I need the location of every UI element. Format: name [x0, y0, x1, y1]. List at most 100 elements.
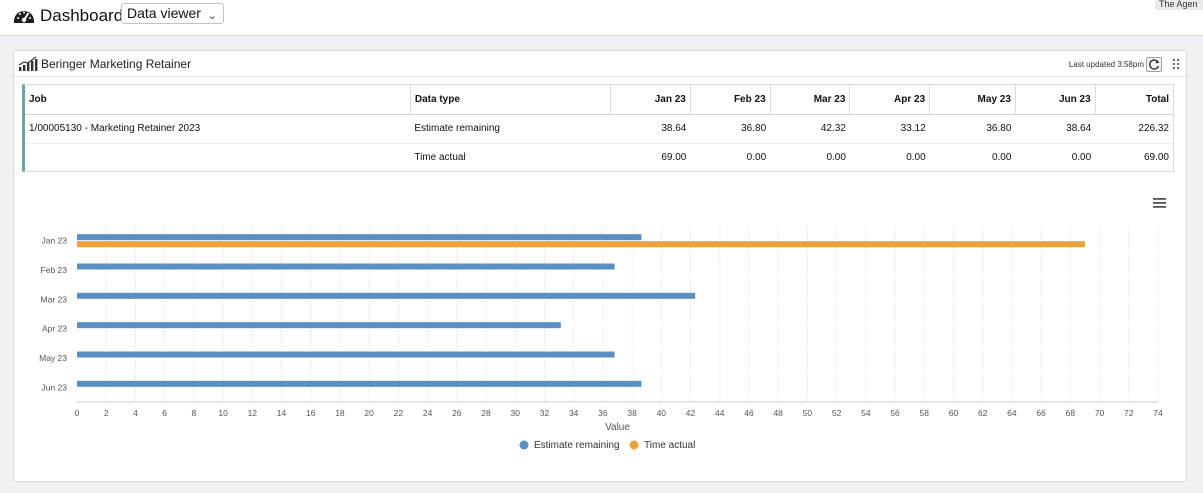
x-tick-label: 74 — [1153, 408, 1163, 418]
column-header[interactable]: Job — [25, 85, 411, 115]
x-tick-label: 40 — [657, 408, 667, 418]
y-category-label: Jun 23 — [41, 382, 67, 392]
column-header[interactable]: Jan 23 — [610, 85, 691, 115]
x-tick-label: 50 — [803, 408, 813, 418]
bar-estimate-remaining[interactable] — [77, 234, 642, 241]
x-tick-label: 70 — [1095, 408, 1105, 418]
bar-estimate-remaining[interactable] — [77, 322, 561, 329]
x-tick-label: 56 — [890, 408, 900, 418]
column-header[interactable]: Data type — [410, 85, 612, 115]
legend-marker[interactable] — [519, 440, 529, 450]
x-tick-label: 30 — [511, 408, 521, 418]
table-cell: 33.12 — [900, 123, 926, 134]
x-tick-label: 2 — [104, 408, 109, 418]
table-cell: 0.00 — [1015, 142, 1096, 172]
x-tick-label: 34 — [569, 408, 579, 418]
x-tick-label: 32 — [540, 408, 550, 418]
x-tick-label: 4 — [133, 408, 138, 418]
table-cell: 1/00005130 - Marketing Retainer 2023 — [29, 123, 201, 134]
legend-item[interactable]: Time actual — [644, 440, 695, 451]
x-tick-label: 12 — [248, 408, 258, 418]
legend-marker[interactable] — [629, 440, 639, 450]
x-tick-label: 52 — [832, 408, 842, 418]
chart-menu-icon[interactable] — [1153, 198, 1166, 208]
x-axis-title: Value — [605, 422, 630, 433]
table-cell: 226.32 — [1138, 123, 1169, 134]
table-header-row: Job Data type Jan 23 Feb 23 Mar 23 Apr 2… — [25, 85, 1173, 115]
table-cell — [25, 142, 411, 172]
x-tick-label: 36 — [598, 408, 608, 418]
x-tick-label: 54 — [861, 408, 871, 418]
bar-chart-trend-icon — [18, 56, 38, 71]
x-tick-label: 44 — [715, 408, 725, 418]
x-tick-label: 0 — [75, 408, 80, 418]
x-tick-label: 8 — [191, 408, 196, 418]
table-row: Time actual 69.00 0.00 0.00 0.00 0.00 0.… — [25, 142, 1173, 172]
refresh-button[interactable] — [1146, 57, 1162, 72]
x-tick-label: 24 — [423, 408, 433, 418]
report-panel: Beringer Marketing Retainer Last updated… — [13, 50, 1187, 482]
x-tick-label: 46 — [744, 408, 754, 418]
bar-estimate-remaining[interactable] — [77, 292, 696, 299]
x-tick-label: 42 — [686, 408, 696, 418]
chevron-down-icon: ⌄ — [207, 10, 217, 22]
x-tick-label: 10 — [218, 408, 228, 418]
drag-handle-icon[interactable] — [1172, 58, 1180, 70]
top-bar: Dashboard Data viewer ⌄ The Agen — [0, 0, 1203, 36]
x-tick-label: 28 — [481, 408, 491, 418]
data-viewer-label: Data viewer — [127, 5, 201, 21]
y-category-label: May 23 — [39, 353, 67, 363]
bar-chart: 0 2 4 6 8 10 12 14 16 18 20 22 24 26 28 30 32 34 36 38 40 42 4… — [39, 226, 1163, 451]
bar-estimate-remaining[interactable] — [77, 380, 642, 387]
table-cell: 69.00 — [610, 142, 691, 172]
table-cell: 0.00 — [849, 142, 930, 172]
x-tick-label: 18 — [335, 408, 345, 418]
x-tick-label: 72 — [1124, 408, 1134, 418]
x-tick-label: 68 — [1066, 408, 1076, 418]
x-tick-label: 60 — [949, 408, 959, 418]
table-cell: 69.00 — [1095, 142, 1173, 172]
dashboard-gauge-icon[interactable] — [12, 4, 36, 26]
y-category-label: Feb 23 — [41, 265, 68, 275]
table-cell: 0.00 — [770, 142, 850, 172]
table-cell: 42.32 — [820, 123, 846, 134]
bar-time-actual[interactable] — [77, 241, 1085, 248]
x-tick-label: 64 — [1007, 408, 1017, 418]
table-cell: 38.64 — [1066, 123, 1092, 134]
column-header[interactable]: Total — [1095, 85, 1173, 115]
x-tick-label: 62 — [978, 408, 988, 418]
column-header[interactable]: Mar 23 — [770, 85, 851, 115]
column-header[interactable]: Feb 23 — [690, 85, 771, 115]
last-updated-text: Last updated 3:58pm — [1068, 60, 1144, 69]
y-category-label: Apr 23 — [42, 324, 67, 334]
table-cell: 36.80 — [741, 123, 767, 134]
page-title: Dashboard — [40, 6, 124, 25]
x-tick-label: 16 — [306, 408, 316, 418]
panel-header: Beringer Marketing Retainer Last updated… — [14, 51, 1186, 77]
table-cell: Estimate remaining — [414, 123, 500, 134]
table-cell: 38.64 — [661, 123, 687, 134]
x-tick-label: 20 — [364, 408, 374, 418]
table-cell: 0.00 — [690, 142, 771, 172]
column-header[interactable]: Jun 23 — [1015, 85, 1096, 115]
data-viewer-select[interactable]: Data viewer ⌄ — [121, 3, 224, 24]
x-tick-label: 66 — [1036, 408, 1046, 418]
refresh-icon — [1149, 59, 1160, 70]
x-tick-label: 22 — [394, 408, 404, 418]
x-tick-label: 38 — [627, 408, 637, 418]
column-header[interactable]: Apr 23 — [849, 85, 931, 115]
x-tick-label: 26 — [452, 408, 462, 418]
table-cell: 0.00 — [929, 142, 1016, 172]
panel-title: Beringer Marketing Retainer — [41, 57, 192, 71]
table-cell: Time actual — [410, 142, 611, 172]
x-tick-label: 48 — [773, 408, 783, 418]
y-category-label: Jan 23 — [41, 236, 67, 246]
account-label[interactable]: The Agen — [1155, 0, 1203, 10]
legend-item[interactable]: Estimate remaining — [534, 440, 620, 451]
x-tick-label: 6 — [162, 408, 167, 418]
data-table: Job Data type Jan 23 Feb 23 Mar 23 Apr 2… — [22, 84, 1174, 172]
column-header[interactable]: May 23 — [929, 85, 1016, 115]
bar-estimate-remaining[interactable] — [77, 351, 615, 358]
table-row: 1/00005130 - Marketing Retainer 2023 Est… — [25, 114, 1173, 143]
bar-estimate-remaining[interactable] — [77, 263, 615, 270]
